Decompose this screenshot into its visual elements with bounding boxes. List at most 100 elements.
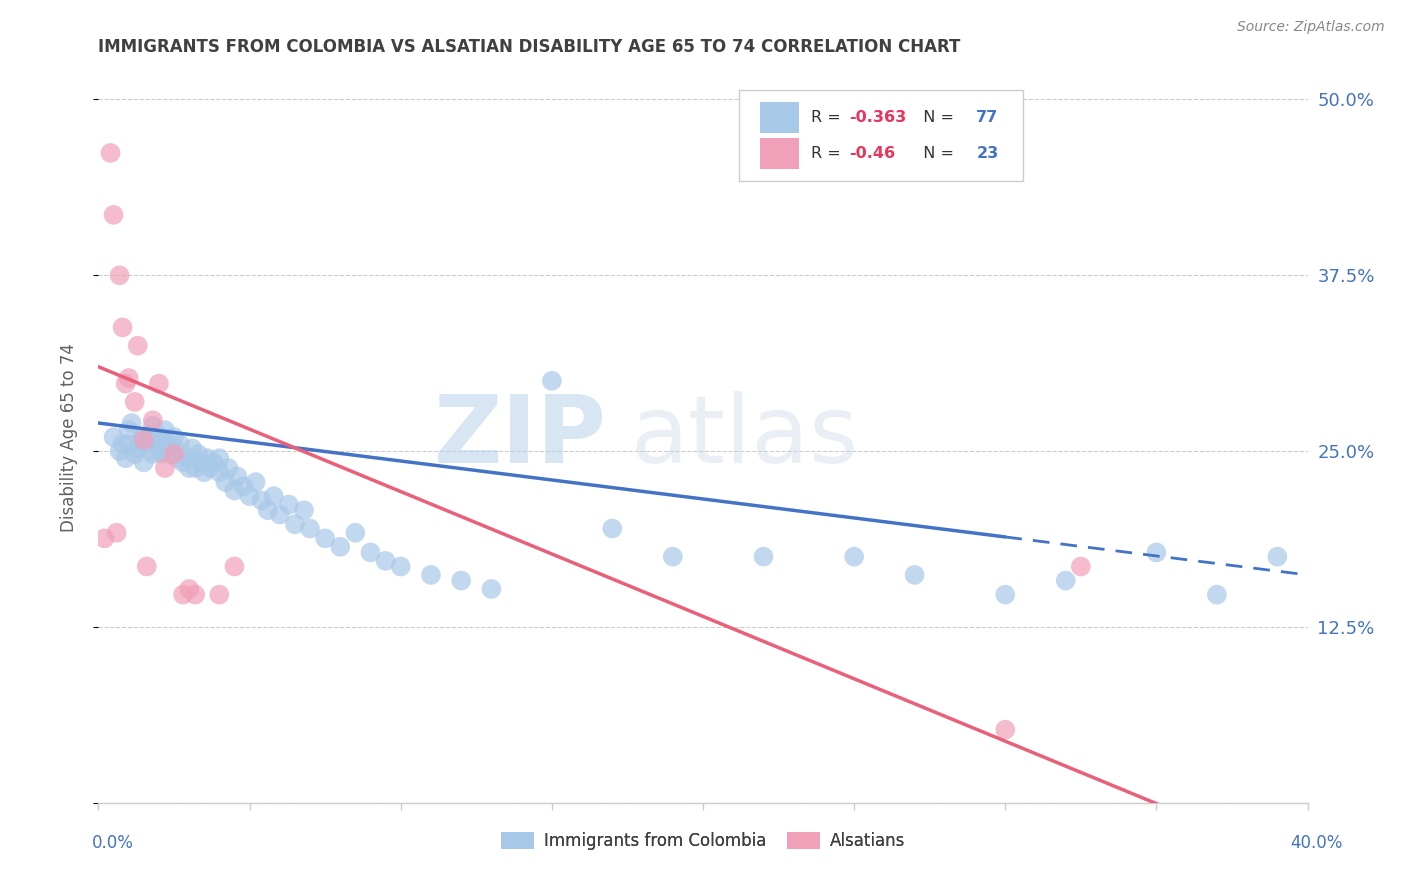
Point [129, 433, 152, 447]
Point [602, 521, 624, 535]
Point [1144, 545, 1167, 559]
Point [314, 532, 336, 546]
Point [127, 442, 149, 456]
Point [100, 145, 122, 160]
FancyBboxPatch shape [740, 90, 1024, 181]
Point [208, 588, 231, 602]
Point [105, 525, 128, 540]
Point [156, 437, 179, 451]
Point [132, 430, 155, 444]
Point [181, 442, 204, 456]
Point [145, 437, 167, 451]
Point [153, 423, 176, 437]
Text: 0.0%: 0.0% [91, 834, 134, 852]
Point [163, 442, 186, 456]
Text: 77: 77 [976, 110, 998, 125]
Point [389, 559, 412, 574]
Point [450, 574, 472, 588]
Point [1054, 574, 1077, 588]
Point [172, 455, 194, 469]
Text: Source: ZipAtlas.com: Source: ZipAtlas.com [1237, 20, 1385, 34]
Point [263, 489, 285, 503]
Point [166, 451, 188, 466]
Point [994, 723, 1017, 737]
Point [153, 461, 176, 475]
Point [142, 413, 165, 427]
Point [118, 371, 141, 385]
Point [752, 549, 775, 564]
Point [179, 461, 201, 475]
Point [661, 549, 683, 564]
Point [103, 208, 125, 222]
Point [172, 588, 194, 602]
Text: -0.46: -0.46 [849, 145, 896, 161]
Point [1206, 588, 1229, 602]
Text: atlas: atlas [630, 391, 859, 483]
Point [108, 444, 131, 458]
Point [124, 395, 146, 409]
Point [163, 430, 186, 444]
Point [214, 475, 236, 489]
Point [208, 451, 231, 466]
Point [132, 455, 155, 469]
Point [153, 442, 176, 456]
Point [184, 461, 207, 475]
Point [179, 451, 201, 466]
Point [217, 461, 239, 475]
Point [135, 559, 157, 574]
Point [93, 532, 115, 546]
FancyBboxPatch shape [759, 138, 799, 169]
Text: N =: N = [914, 110, 959, 125]
Point [226, 469, 249, 483]
Text: 40.0%: 40.0% [1291, 834, 1343, 852]
Point [132, 433, 155, 447]
Point [114, 376, 136, 391]
Point [256, 503, 278, 517]
Point [148, 376, 170, 391]
Point [124, 447, 146, 461]
Y-axis label: Disability Age 65 to 74: Disability Age 65 to 74 [59, 343, 77, 532]
Point [200, 461, 222, 475]
Text: N =: N = [914, 145, 959, 161]
Point [360, 545, 382, 559]
Point [160, 447, 183, 461]
Point [540, 374, 562, 388]
Point [121, 416, 143, 430]
Point [108, 268, 131, 283]
Point [184, 588, 207, 602]
Point [148, 444, 170, 458]
Point [150, 430, 173, 444]
Point [299, 521, 322, 535]
Point [142, 447, 165, 461]
Point [329, 540, 352, 554]
Point [208, 465, 231, 479]
Point [135, 437, 157, 451]
Point [127, 339, 149, 353]
Point [1070, 559, 1092, 574]
Point [239, 489, 262, 503]
Point [148, 433, 170, 447]
Point [118, 423, 141, 437]
Point [111, 320, 134, 334]
Point [202, 455, 225, 469]
Point [232, 479, 254, 493]
Legend: Immigrants from Colombia, Alsatians: Immigrants from Colombia, Alsatians [494, 825, 912, 856]
Point [904, 568, 927, 582]
Point [420, 568, 443, 582]
Text: 23: 23 [976, 145, 998, 161]
Point [844, 549, 866, 564]
Point [118, 437, 141, 451]
Point [277, 498, 299, 512]
Point [292, 503, 315, 517]
Point [250, 493, 273, 508]
Point [179, 582, 201, 596]
Point [190, 455, 212, 469]
Point [139, 427, 162, 442]
Point [245, 475, 267, 489]
Text: R =: R = [811, 110, 845, 125]
Point [142, 418, 165, 433]
Point [994, 588, 1017, 602]
Text: -0.363: -0.363 [849, 110, 907, 125]
Point [169, 437, 191, 451]
Point [195, 451, 218, 466]
